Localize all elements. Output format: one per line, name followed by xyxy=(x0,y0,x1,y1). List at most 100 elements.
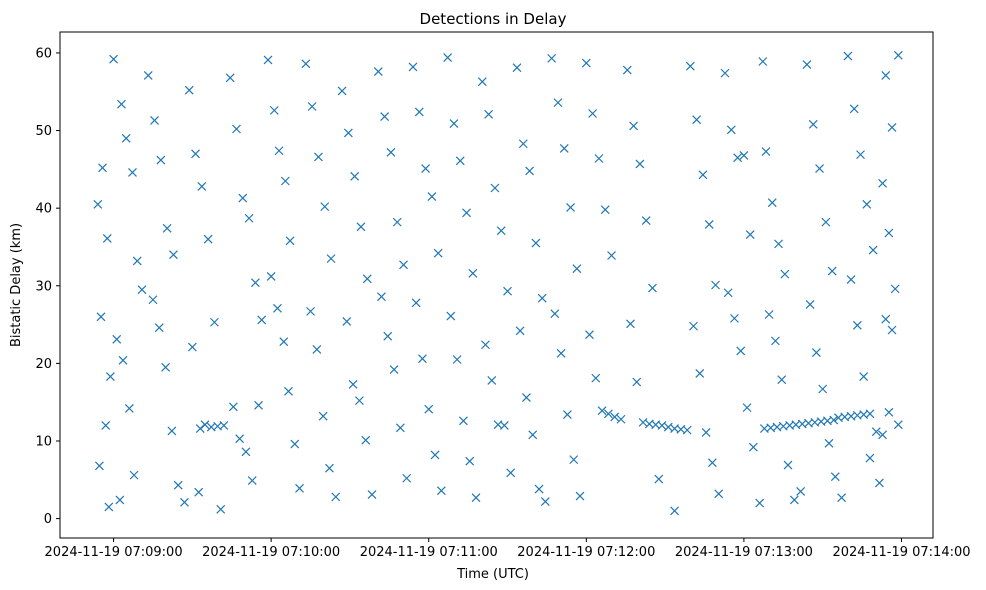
detection-point xyxy=(849,104,859,114)
detection-point xyxy=(499,421,509,430)
detection-point xyxy=(280,176,290,186)
detection-point xyxy=(408,62,418,72)
detection-point xyxy=(575,491,585,501)
detection-point xyxy=(827,266,837,276)
y-axis: 0 10 20 30 40 50 60 xyxy=(35,46,60,527)
detection-point xyxy=(427,192,437,201)
detection-point xyxy=(263,55,273,65)
detection-point xyxy=(777,375,787,385)
detection-point xyxy=(821,217,831,227)
detection-point xyxy=(162,223,172,233)
detection-point xyxy=(865,409,875,419)
detection-point xyxy=(818,384,828,394)
detection-point xyxy=(446,311,456,321)
detection-point xyxy=(490,183,500,193)
detection-point xyxy=(228,402,238,412)
detection-point xyxy=(402,473,412,483)
detection-point xyxy=(112,334,122,344)
detection-point xyxy=(856,150,865,160)
detection-point xyxy=(106,372,115,382)
detection-point xyxy=(167,426,177,436)
detection-point xyxy=(318,411,328,421)
detection-point xyxy=(522,393,531,402)
detection-point xyxy=(780,269,790,279)
detection-point xyxy=(194,487,204,497)
detection-point xyxy=(720,68,730,78)
detection-point xyxy=(723,288,733,298)
detection-point xyxy=(241,447,251,457)
detection-point xyxy=(203,234,213,244)
detection-point xyxy=(169,250,178,260)
detection-point xyxy=(320,202,330,212)
detection-point xyxy=(129,470,139,480)
detection-point xyxy=(326,254,336,264)
detection-point xyxy=(626,319,635,329)
detection-point xyxy=(254,400,263,410)
detection-point xyxy=(180,497,189,507)
detection-point xyxy=(93,199,103,209)
detection-point xyxy=(266,272,276,281)
detection-point xyxy=(843,51,853,61)
detection-point xyxy=(670,506,679,516)
detection-point xyxy=(430,450,440,460)
detection-point xyxy=(566,202,575,212)
y-axis-label: Bistatic Delay (km) xyxy=(9,223,24,347)
detection-point xyxy=(540,497,550,506)
detection-point xyxy=(143,71,153,80)
detection-point xyxy=(462,208,471,218)
detection-point xyxy=(235,434,245,444)
detection-point xyxy=(98,163,107,173)
detection-point xyxy=(685,61,695,71)
detection-point xyxy=(380,112,390,122)
detection-point xyxy=(124,403,134,413)
detection-point xyxy=(562,410,572,420)
detection-point xyxy=(197,182,207,191)
detection-point xyxy=(118,355,128,365)
detection-point xyxy=(307,102,317,111)
detection-point xyxy=(94,461,104,471)
detection-point xyxy=(191,149,200,159)
detection-point xyxy=(210,317,219,327)
detection-point xyxy=(789,495,799,505)
detection-point xyxy=(704,220,714,229)
detection-point xyxy=(306,306,315,316)
detection-point xyxy=(367,490,377,499)
detection-point xyxy=(852,320,862,330)
plot-area xyxy=(93,50,903,516)
detection-point xyxy=(436,486,446,496)
detection-point xyxy=(455,156,465,166)
x-axis: 2024-11-19 07:09:00 2024-11-19 07:10:00 20… xyxy=(45,538,971,560)
detection-point xyxy=(285,236,295,246)
detection-point xyxy=(830,472,840,482)
detection-point xyxy=(865,453,875,463)
y-tick-label: 40 xyxy=(35,202,52,217)
detection-point xyxy=(689,321,698,331)
detection-point xyxy=(893,50,903,60)
y-tick-label: 50 xyxy=(35,124,52,139)
detection-point xyxy=(418,354,427,364)
detection-point xyxy=(707,458,717,468)
detection-point xyxy=(695,369,705,378)
detection-point xyxy=(600,205,610,215)
x-axis-label: Time (UTC) xyxy=(456,567,529,582)
detection-point xyxy=(884,228,894,238)
detection-point xyxy=(219,421,229,430)
detection-point xyxy=(616,414,626,424)
detection-point xyxy=(354,396,364,406)
x-tick-label: 2024-11-19 07:10:00 xyxy=(202,545,340,560)
detection-point xyxy=(477,77,487,87)
detection-point xyxy=(698,170,708,180)
detection-point xyxy=(547,53,557,63)
detection-point xyxy=(887,123,897,132)
detection-point xyxy=(824,438,834,448)
x-tick-label: 2024-11-19 07:11:00 xyxy=(360,545,498,560)
detection-point xyxy=(343,128,353,138)
detection-point xyxy=(377,292,386,302)
detection-point xyxy=(714,489,724,499)
detection-point xyxy=(635,159,645,169)
detection-point xyxy=(337,86,347,96)
detection-point xyxy=(274,146,284,156)
detection-point xyxy=(284,386,293,396)
detection-point xyxy=(373,67,383,77)
